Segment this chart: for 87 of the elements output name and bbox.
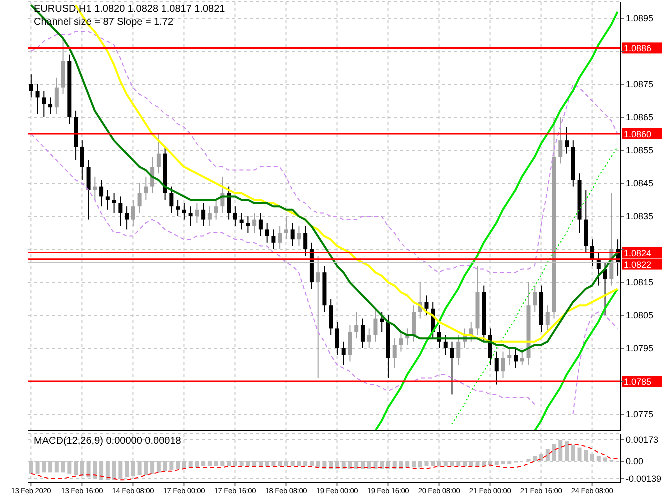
candlestick: [494, 351, 499, 386]
line-series: [452, 146, 618, 425]
candlestick: [342, 341, 346, 366]
candlestick: [93, 176, 98, 200]
candlestick: [272, 229, 276, 250]
y-tick-label: 1.0865: [626, 112, 654, 123]
candlestick: [329, 298, 334, 336]
candlestick: [36, 84, 40, 115]
candlestick: [278, 226, 282, 250]
candlestick: [48, 97, 53, 115]
candlestick: [170, 186, 174, 214]
candlestick: [240, 212, 244, 230]
candlestick: [29, 74, 34, 98]
candlestick: [297, 226, 302, 247]
candlestick: [246, 216, 250, 234]
candlestick: [424, 295, 429, 316]
ref-line-label: 1.0860: [624, 130, 652, 140]
y-tick-label: 0.00173: [626, 435, 659, 446]
candlestick: [444, 334, 448, 356]
candlestick: [367, 328, 372, 349]
candlestick: [208, 206, 212, 227]
candlestick: [265, 222, 270, 244]
candlestick: [112, 192, 116, 214]
candlestick: [214, 200, 218, 220]
y-tick-label: 1.0835: [626, 212, 654, 222]
candlestick: [565, 126, 570, 154]
y-tick-label: 1.0875: [626, 80, 654, 90]
candlestick: [284, 216, 288, 240]
y-tick-label: 1.0895: [626, 14, 654, 24]
y-tick-label: 1.0795: [626, 344, 654, 354]
y-tick-label: 1.0805: [626, 310, 654, 321]
ref-line-label: 1.0824: [624, 248, 652, 258]
candlestick: [80, 140, 84, 181]
candlestick: [233, 206, 238, 227]
candlestick: [118, 196, 123, 227]
candlestick: [533, 285, 538, 313]
candlestick: [86, 160, 91, 220]
candlestick: [138, 183, 142, 214]
candlestick: [195, 202, 200, 224]
ref-line-label: 1.0822: [624, 260, 652, 270]
candlestick: [374, 308, 378, 342]
candlestick: [380, 312, 384, 332]
candlestick: [202, 202, 206, 227]
candlestick: [514, 348, 518, 369]
candlestick: [131, 200, 136, 227]
candlestick: [335, 322, 340, 356]
candlestick: [399, 332, 404, 352]
candlestick: [144, 176, 148, 200]
candlestick: [42, 90, 46, 118]
candlestick: [456, 334, 461, 366]
y-tick-label: 1.0845: [626, 178, 654, 189]
candlestick: [392, 338, 397, 369]
candlestick: [558, 117, 563, 164]
y-tick-label: 1.0855: [626, 146, 654, 156]
chart-title: MACD(12,26,9) 0.00000 0.00018: [33, 436, 182, 447]
candlestick: [54, 77, 59, 115]
candlestick: [188, 206, 193, 227]
candlestick: [520, 351, 524, 366]
candlestick: [450, 341, 454, 396]
y-tick-label: 1.0815: [626, 278, 654, 288]
candlestick: [501, 351, 506, 379]
y-tick-label: 0.00: [626, 456, 644, 467]
y-tick-label: 1.0775: [626, 410, 654, 420]
candlestick: [412, 305, 416, 342]
line-series: [534, 288, 619, 431]
candlestick: [252, 212, 257, 234]
candlestick: [290, 222, 295, 247]
candlestick: [508, 348, 512, 366]
candlestick: [258, 212, 263, 237]
line-series: [374, 10, 619, 431]
candlestick: [176, 200, 180, 217]
ref-line-label: 1.0886: [624, 44, 652, 54]
line-series: [30, 31, 618, 274]
candlestick: [304, 226, 308, 257]
candlestick: [106, 190, 110, 210]
candlestick: [354, 312, 359, 340]
candlestick: [125, 206, 130, 230]
candlestick: [546, 305, 550, 332]
candlestick: [348, 324, 352, 362]
candlestick: [316, 256, 320, 379]
candlestick: [360, 318, 365, 349]
ref-line-label: 1.0785: [624, 377, 652, 387]
candlestick: [156, 134, 161, 174]
candlestick: [100, 180, 104, 208]
candlestick: [182, 202, 186, 220]
y-tick-label: -0.00139: [626, 474, 662, 484]
candlestick: [469, 322, 474, 342]
